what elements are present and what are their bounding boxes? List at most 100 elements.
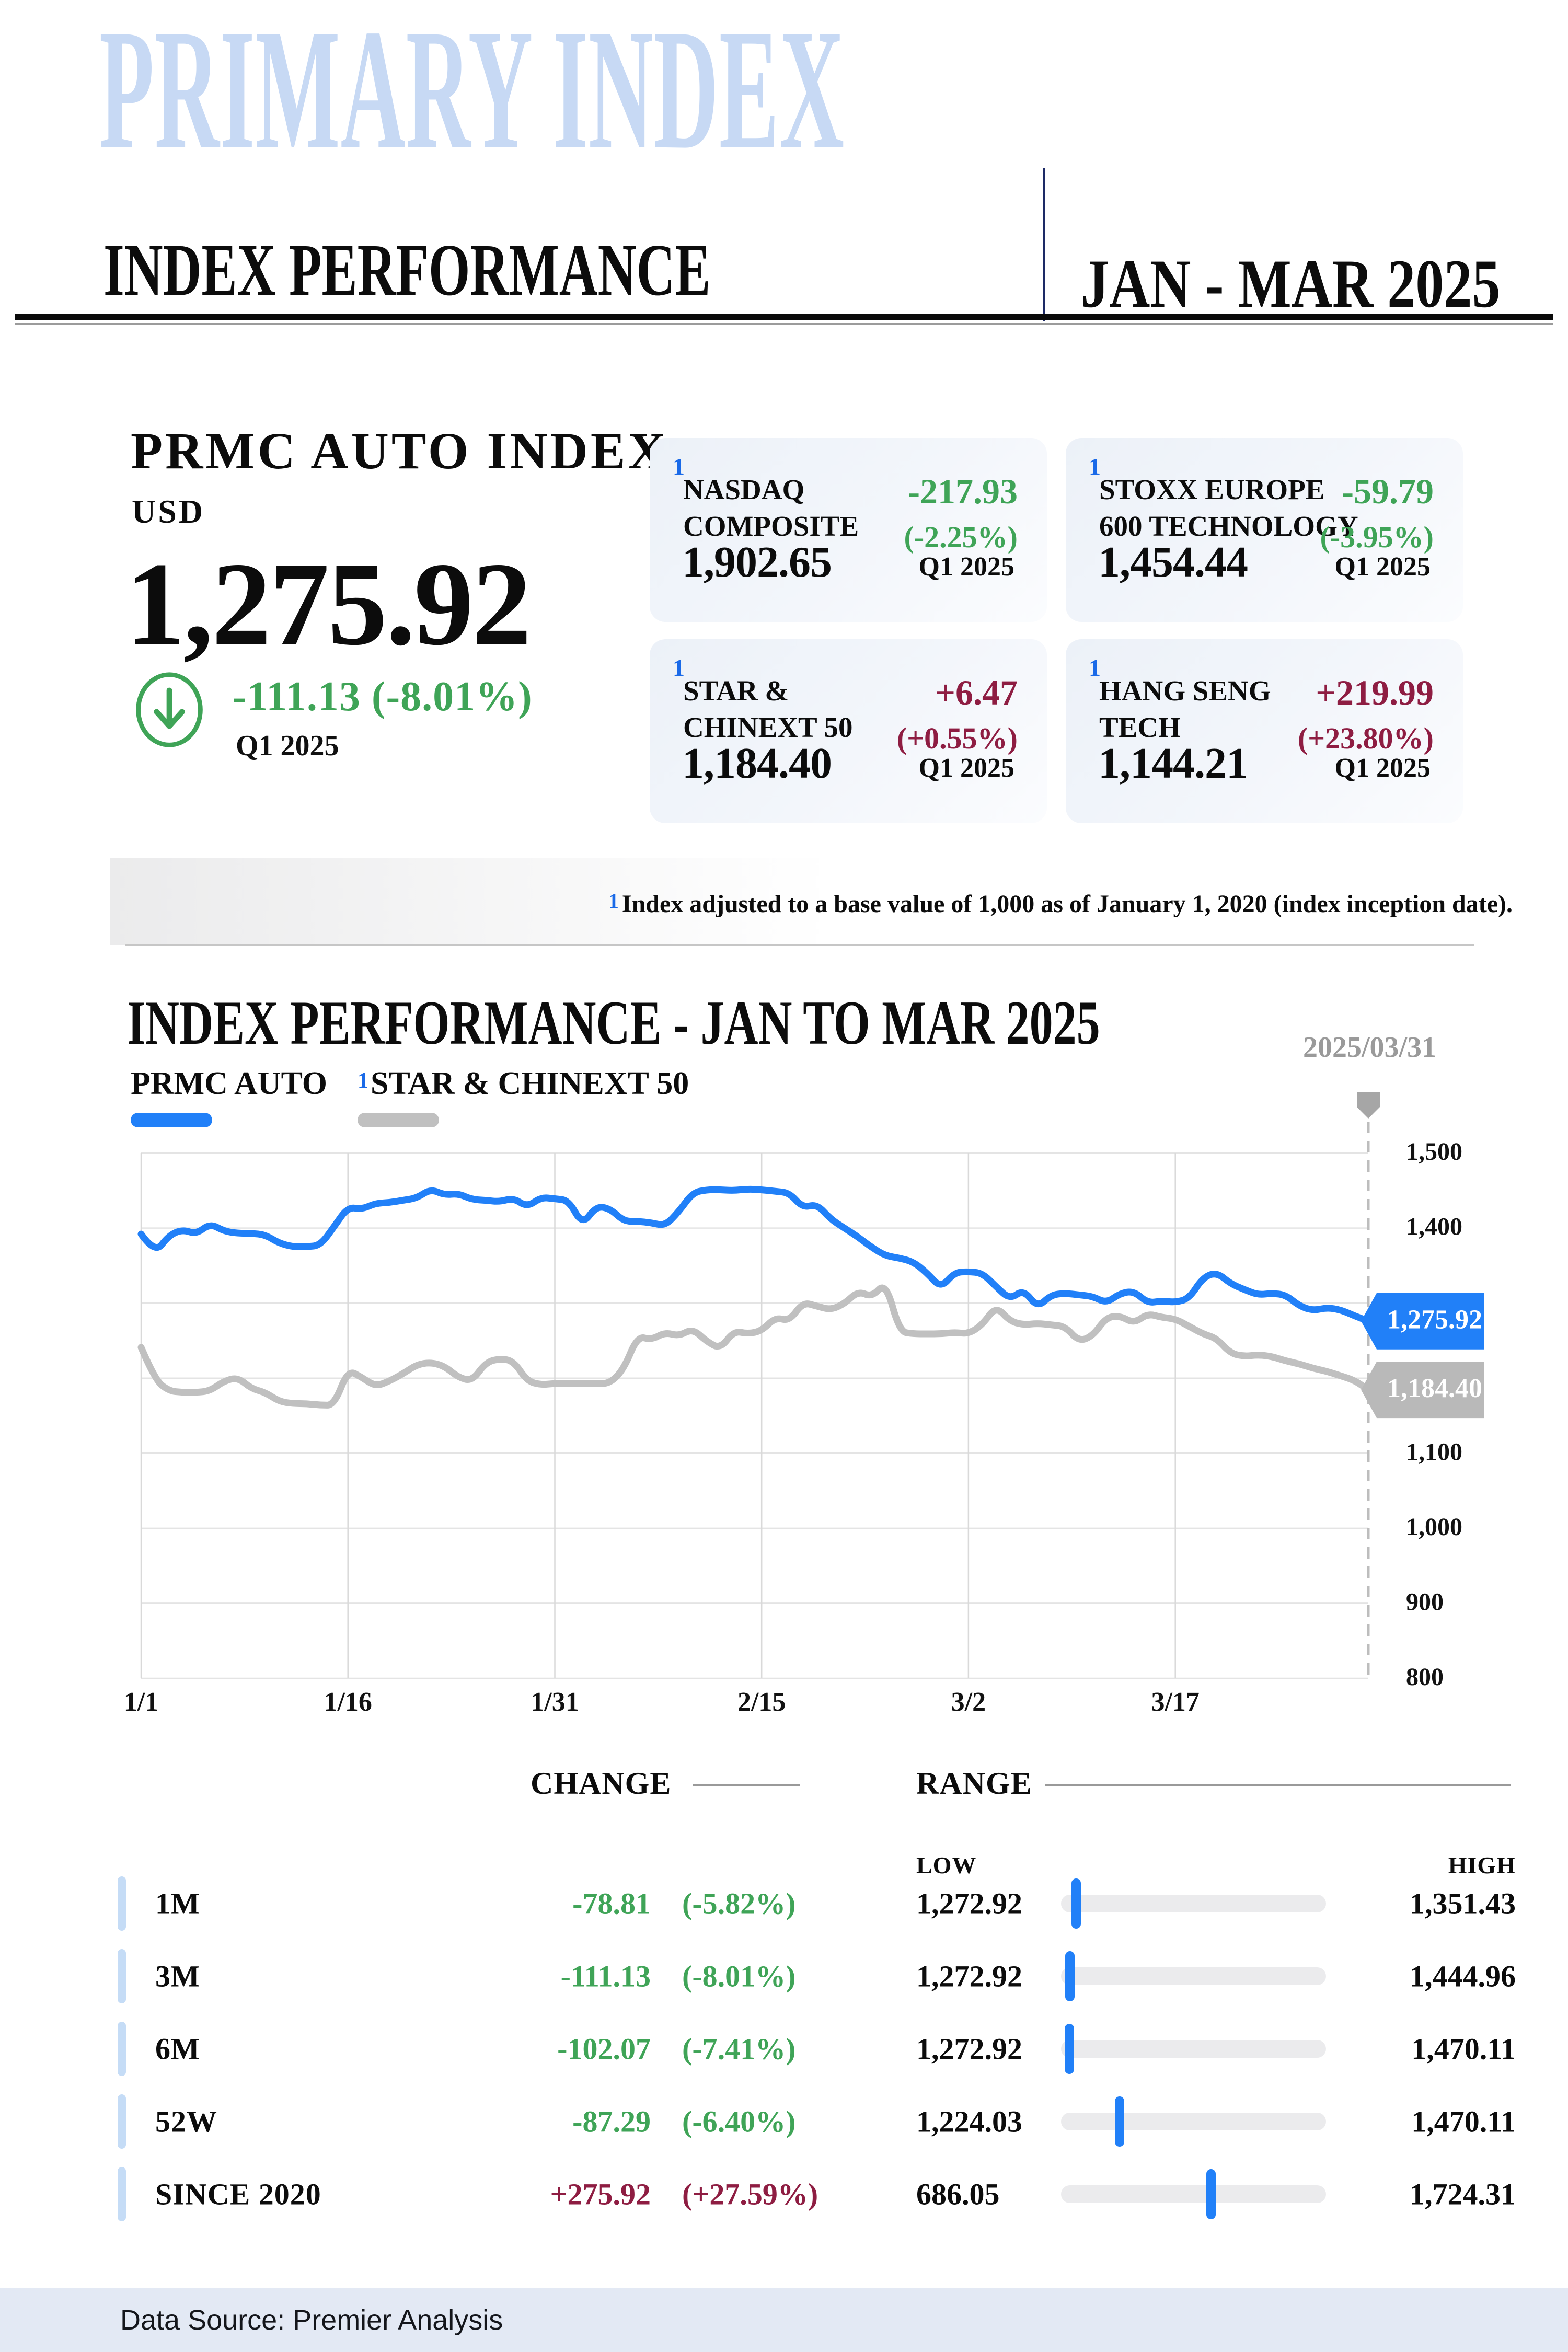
y-axis-label: 1,100 bbox=[1406, 1438, 1462, 1466]
benchmark-card: 1 STOXX EUROPE 600 TECHNOLOGY -59.79 (-3.9… bbox=[1066, 438, 1463, 622]
series-star-chinext-50 bbox=[137, 1284, 1372, 1409]
range-slider-handle[interactable] bbox=[1206, 2169, 1216, 2219]
y-axis-label: 1,500 bbox=[1406, 1138, 1462, 1166]
x-axis-label: 3/2 bbox=[951, 1687, 986, 1717]
change-value: -87.29 bbox=[572, 2104, 651, 2138]
benchmark-name: STAR & CHINEXT 50 bbox=[683, 675, 853, 744]
performance-line-chart: 1,275.92 1,184.40 1,500 1,400 1,100 1,000 900 8… bbox=[124, 1092, 1484, 1717]
report-period: JAN - MAR 2025 bbox=[1081, 245, 1501, 322]
change-percent: (+27.59%) bbox=[682, 2177, 818, 2211]
range-slider-track bbox=[1061, 2023, 1326, 2074]
range-low-value: 686.05 bbox=[916, 2177, 1000, 2211]
benchmark-change: +6.47 (+0.55%) bbox=[896, 673, 1018, 756]
range-header: RANGE bbox=[916, 1766, 1032, 1801]
range-slider-handle[interactable] bbox=[1071, 1878, 1081, 1929]
footnote-ref: 1 bbox=[1089, 654, 1101, 681]
range-low-value: 1,272.92 bbox=[916, 1886, 1022, 1920]
stats-row: 3M -111.13 (-8.01%) 1,272.92 1,444.96 bbox=[0, 1940, 1568, 2012]
period-label: 3M bbox=[155, 1959, 200, 1993]
benchmark-card: 1 NASDAQ COMPOSITE -217.93 (-2.25%) 1,902.… bbox=[650, 438, 1047, 622]
legend-item-star-chinext: 1STAR & CHINEXT 50 bbox=[358, 1065, 689, 1127]
series-prmc-auto bbox=[137, 1185, 1372, 1325]
change-percent: (-7.41%) bbox=[682, 2032, 796, 2066]
x-axis-label: 1/1 bbox=[124, 1687, 158, 1717]
footnote: 1 Index adjusted to a base value of 1,000… bbox=[608, 889, 1513, 918]
benchmark-value: 1,454.44 bbox=[1098, 538, 1248, 586]
legend-swatch-blue bbox=[131, 1113, 212, 1127]
legend-item-prmc-auto: PRMC AUTO bbox=[131, 1065, 327, 1127]
range-header-rule bbox=[1045, 1784, 1511, 1786]
change-value: -111.13 bbox=[560, 1959, 651, 1993]
change-value: -78.81 bbox=[572, 1886, 651, 1920]
legend-swatch-gray bbox=[358, 1113, 440, 1127]
index-value: 1,275.92 bbox=[125, 538, 532, 670]
range-slider-track bbox=[1061, 1878, 1326, 1929]
benchmark-card: 1 HANG SENG TECH +219.99 (+23.80%) 1,144.2… bbox=[1066, 639, 1463, 823]
x-axis-label: 2/15 bbox=[737, 1687, 786, 1717]
range-high-value: 1,444.96 bbox=[1410, 1959, 1516, 1993]
range-high-value: 1,470.11 bbox=[1411, 2104, 1516, 2138]
benchmark-change: +219.99 (+23.80%) bbox=[1297, 673, 1434, 756]
chart-title: INDEX PERFORMANCE - JAN TO MAR 2025 bbox=[127, 988, 1100, 1057]
index-change: -111.13 (-8.01%) bbox=[233, 674, 533, 720]
y-axis-label: 900 bbox=[1406, 1588, 1444, 1616]
period-label: 6M bbox=[155, 2032, 200, 2066]
watermark-title: PRIMARY INDEX bbox=[99, 0, 845, 185]
index-change-period: Q1 2025 bbox=[236, 730, 339, 762]
range-low-value: 1,272.92 bbox=[916, 2032, 1022, 2066]
row-marker bbox=[118, 2166, 126, 2221]
low-label: LOW bbox=[916, 1852, 977, 1878]
x-axis-label: 1/16 bbox=[324, 1687, 372, 1717]
benchmark-period: Q1 2025 bbox=[1334, 753, 1431, 783]
benchmark-period: Q1 2025 bbox=[918, 552, 1014, 582]
stats-row: 6M -102.07 (-7.41%) 1,272.92 1,470.11 bbox=[0, 2012, 1568, 2085]
row-marker bbox=[118, 1876, 126, 1931]
benchmark-value: 1,902.65 bbox=[682, 538, 832, 586]
y-axis-label: 1,000 bbox=[1406, 1513, 1462, 1541]
footnote-ref: 1 bbox=[673, 453, 685, 480]
change-percent: (-8.01%) bbox=[682, 1959, 796, 1993]
range-slider-handle[interactable] bbox=[1115, 2096, 1124, 2147]
period-label: SINCE 2020 bbox=[155, 2177, 321, 2211]
change-header: CHANGE bbox=[531, 1766, 672, 1801]
y-axis-label: 1,400 bbox=[1406, 1213, 1462, 1241]
footer-bar: Data Source: Premier Analysis bbox=[0, 2288, 1568, 2352]
chart-legend: PRMC AUTO 1STAR & CHINEXT 50 bbox=[131, 1065, 689, 1127]
section-divider bbox=[125, 944, 1474, 946]
benchmark-name: HANG SENG TECH bbox=[1099, 675, 1271, 744]
page-title: INDEX PERFORMANCE bbox=[103, 228, 711, 311]
period-label: 52W bbox=[155, 2104, 217, 2138]
row-marker bbox=[118, 1949, 126, 2003]
period-label: 1M bbox=[155, 1886, 200, 1920]
change-percent: (-5.82%) bbox=[682, 1886, 796, 1920]
stats-row: 52W -87.29 (-6.40%) 1,224.03 1,470.11 bbox=[0, 2085, 1568, 2158]
x-axis-label: 1/31 bbox=[531, 1687, 579, 1717]
header-rule bbox=[15, 314, 1553, 320]
range-slider-handle[interactable] bbox=[1065, 2023, 1074, 2074]
range-low-value: 1,224.03 bbox=[916, 2104, 1022, 2138]
high-label: HIGH bbox=[1448, 1852, 1516, 1878]
footnote-ref: 1 bbox=[1089, 453, 1101, 480]
value-badge-label: 1,275.92 bbox=[1387, 1305, 1482, 1335]
benchmark-name: NASDAQ COMPOSITE bbox=[683, 474, 859, 543]
range-slider-track bbox=[1061, 2169, 1326, 2219]
range-low-value: 1,272.92 bbox=[916, 1959, 1022, 1993]
change-value: -102.07 bbox=[557, 2032, 651, 2066]
footnote-band bbox=[110, 858, 831, 945]
range-slider-handle[interactable] bbox=[1065, 1951, 1075, 2001]
header-divider bbox=[1043, 168, 1045, 321]
end-date-marker-icon bbox=[1357, 1092, 1380, 1119]
value-badge bbox=[1361, 1362, 1484, 1419]
stats-table: 1M -78.81 (-5.82%) 1,272.92 1,351.43 3M … bbox=[0, 1867, 1568, 2230]
benchmark-card: 1 STAR & CHINEXT 50 +6.47 (+0.55%) 1,184.4… bbox=[650, 639, 1047, 823]
benchmark-period: Q1 2025 bbox=[918, 753, 1014, 783]
range-high-value: 1,724.31 bbox=[1410, 2177, 1516, 2211]
change-header-rule bbox=[693, 1784, 800, 1786]
change-value: +275.92 bbox=[550, 2177, 651, 2211]
benchmark-cards: 1 NASDAQ COMPOSITE -217.93 (-2.25%) 1,902.… bbox=[650, 438, 1465, 823]
value-badge bbox=[1361, 1293, 1484, 1350]
x-axis-label: 3/17 bbox=[1151, 1687, 1199, 1717]
y-axis-label: 800 bbox=[1406, 1663, 1444, 1691]
down-arrow-icon bbox=[136, 672, 203, 747]
